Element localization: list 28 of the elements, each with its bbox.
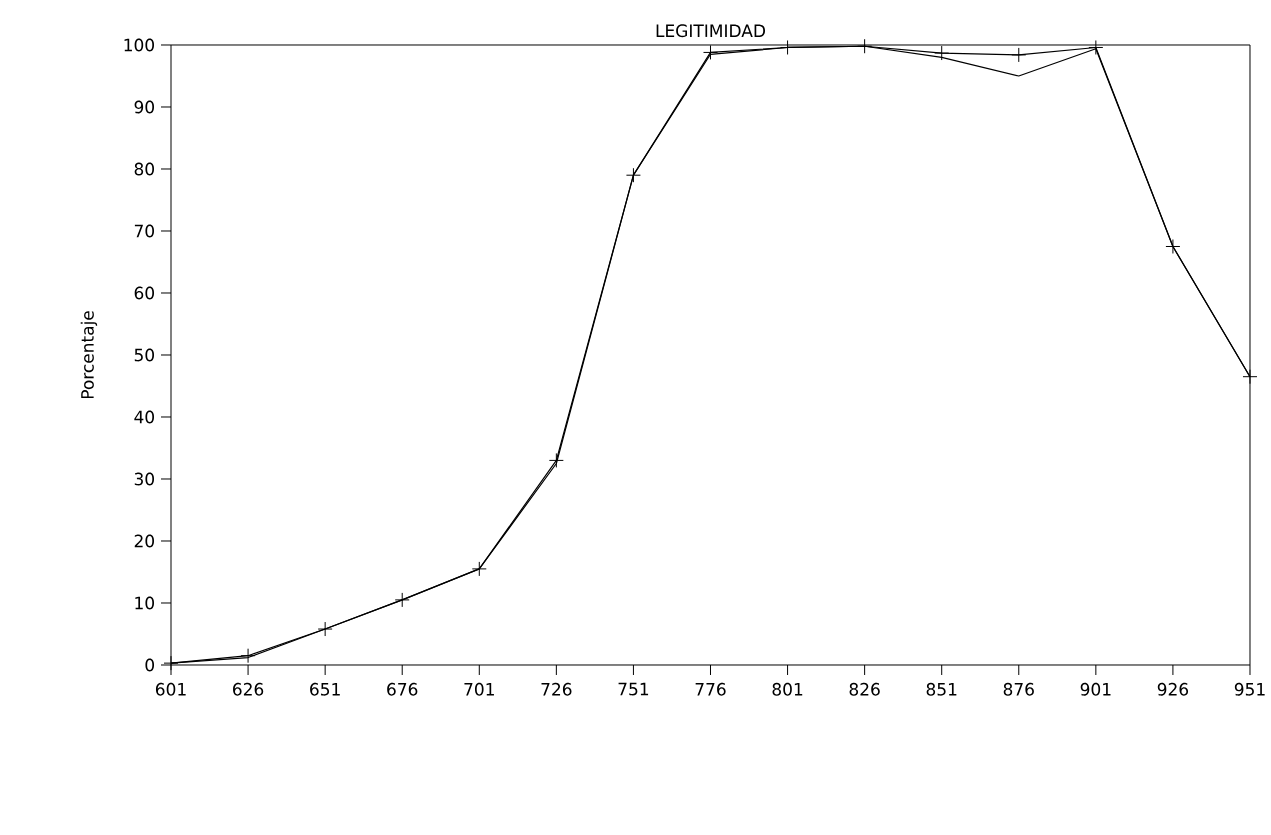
- y-tick-label: 60: [134, 286, 154, 300]
- x-tick-label: 876: [1003, 682, 1034, 696]
- y-axis-title: Porcentaje: [80, 311, 98, 399]
- y-tick-label: 100: [124, 38, 154, 52]
- x-tick-label: 801: [772, 682, 803, 696]
- y-tick-label: 50: [134, 348, 154, 362]
- x-tick-label: 701: [464, 682, 494, 696]
- x-tick-label: 751: [618, 682, 649, 696]
- x-tick-label: 901: [1080, 682, 1111, 696]
- x-tick-label: 826: [849, 682, 880, 696]
- y-tick-label: 90: [134, 100, 154, 114]
- chart-title: LEGITIMIDAD: [656, 24, 766, 38]
- y-tick-label: 40: [134, 410, 154, 424]
- x-tick-label: 851: [926, 682, 957, 696]
- x-tick-label: 626: [233, 682, 264, 696]
- x-tick-label: 776: [695, 682, 726, 696]
- x-tick-label: 601: [155, 682, 186, 696]
- x-tick-label: 951: [1234, 682, 1265, 696]
- y-tick-label: 80: [134, 162, 154, 176]
- x-tick-label: 676: [387, 682, 418, 696]
- x-tick-label: 651: [310, 682, 340, 696]
- y-tick-label: 20: [134, 534, 154, 548]
- y-tick-label: 30: [134, 472, 154, 486]
- y-tick-label: 70: [134, 224, 154, 238]
- y-tick-label: 10: [135, 596, 154, 610]
- x-tick-label: 926: [1157, 682, 1189, 696]
- x-tick-label: 726: [541, 682, 572, 696]
- y-tick-label: 0: [145, 658, 155, 672]
